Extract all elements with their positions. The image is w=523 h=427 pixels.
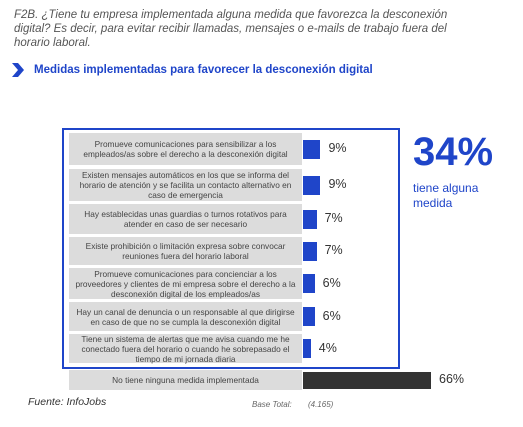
value-label: 6% xyxy=(322,275,341,290)
category-label: Promueve comunicaciones para sensibiliza… xyxy=(69,133,302,165)
bar xyxy=(303,307,315,326)
bar xyxy=(303,139,321,159)
chevron-right-icon xyxy=(12,63,24,77)
category-label: Existe prohibición o limitación expresa … xyxy=(69,237,302,265)
value-label: 9% xyxy=(328,141,347,155)
bar xyxy=(303,339,311,358)
subtitle-row: Medidas implementadas para favorecer la … xyxy=(10,62,373,78)
category-label: Hay establecidas unas guardias o turnos … xyxy=(69,204,302,234)
bar xyxy=(303,175,321,195)
chart-subtitle: Medidas implementadas para favorecer la … xyxy=(34,64,373,76)
value-label: 9% xyxy=(328,177,347,191)
bar xyxy=(303,371,431,389)
category-label: Hay un canal de denuncia o un responsabl… xyxy=(69,302,302,331)
highlight-label: tiene alguna medida xyxy=(413,181,479,210)
base-value: (4.165) xyxy=(307,400,334,409)
value-label: 7% xyxy=(324,211,343,225)
value-label: 66% xyxy=(439,372,465,386)
category-label: Tiene un sistema de alertas que me avisa… xyxy=(69,334,302,364)
value-label: 6% xyxy=(322,308,341,323)
value-label: 4% xyxy=(318,340,337,355)
base-label: Base Total: xyxy=(252,400,292,409)
value-label: 7% xyxy=(324,243,343,257)
category-label: Promueve comunicaciones para concienciar… xyxy=(69,268,302,299)
highlight-percentage: 34% xyxy=(413,130,494,174)
category-label: Existen mensajes automáticos en los que … xyxy=(69,169,302,201)
base-note: Base Total: (4.165) xyxy=(252,400,333,409)
bar xyxy=(303,274,315,293)
bar xyxy=(303,241,317,261)
bar xyxy=(303,209,317,229)
measures-frame xyxy=(62,128,400,369)
survey-question: F2B. ¿Tiene tu empresa implementada algu… xyxy=(14,9,448,49)
source-note: Fuente: InfoJobs xyxy=(28,396,107,408)
category-label: No tiene ninguna medida implementada xyxy=(69,370,302,390)
